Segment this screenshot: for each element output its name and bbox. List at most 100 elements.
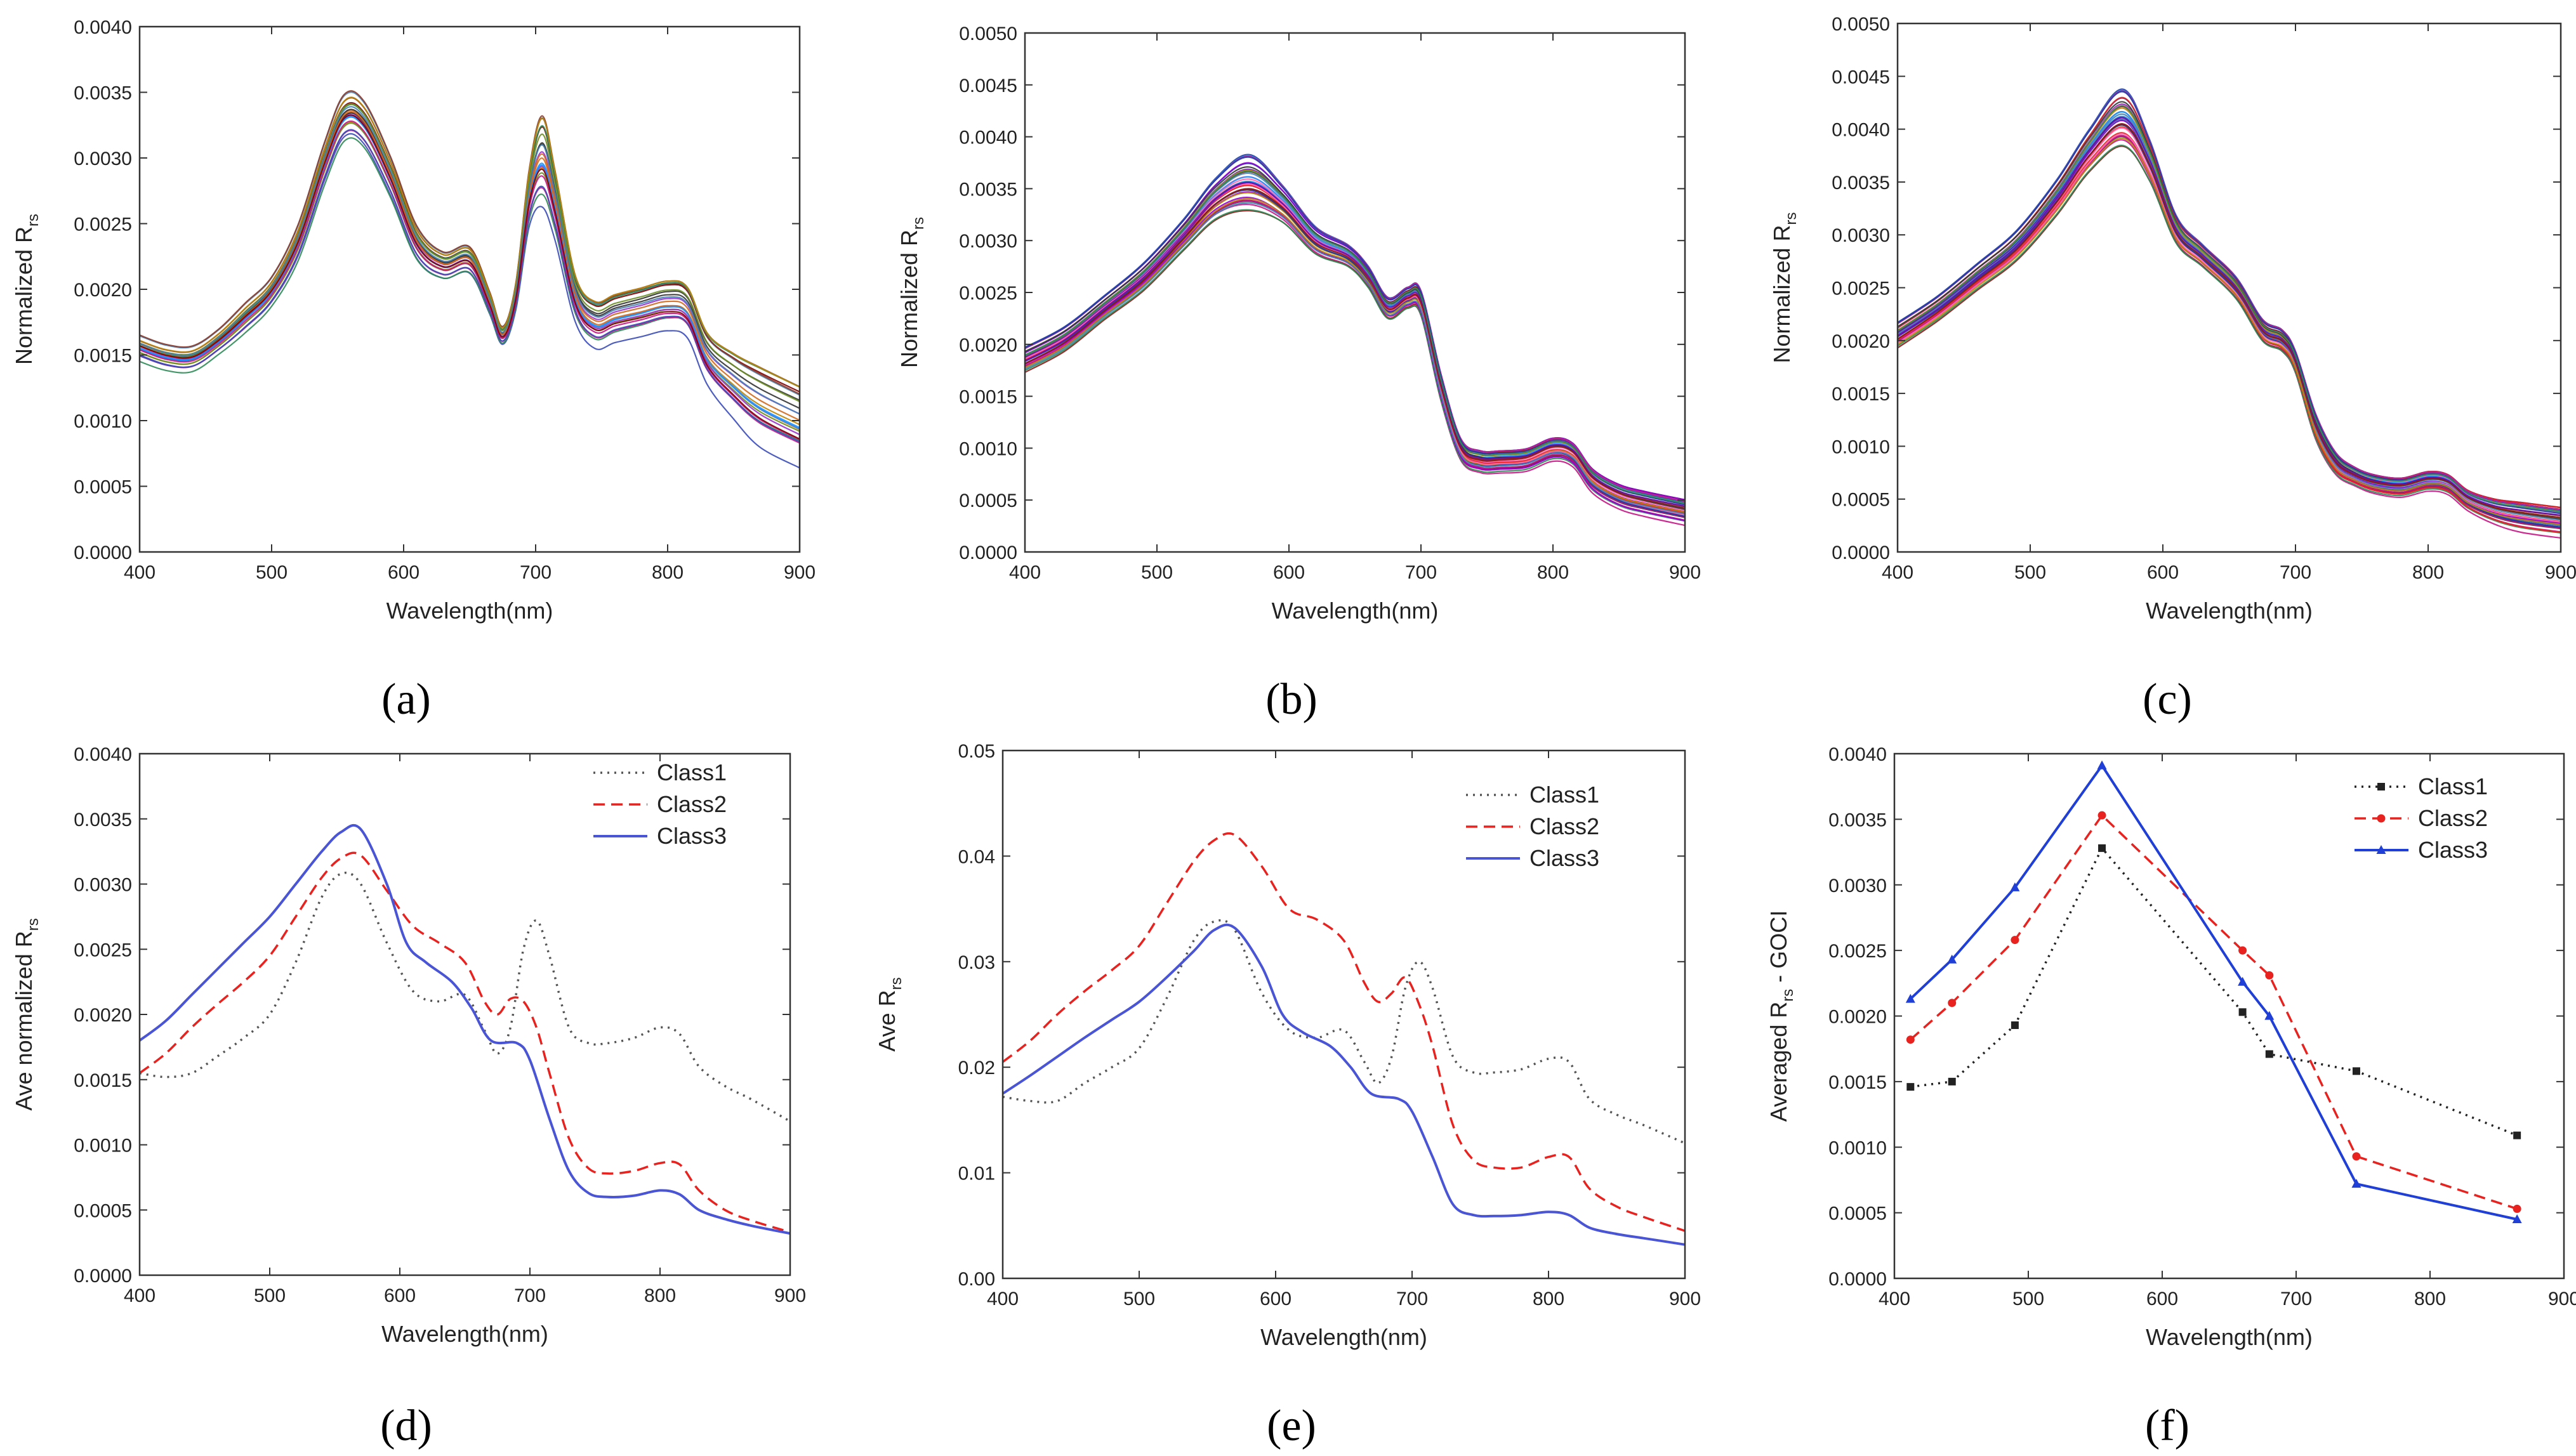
data-point-triangle	[2512, 1214, 2522, 1223]
x-tick-label: 700	[2280, 1289, 2312, 1309]
x-tick-label: 600	[1260, 1289, 1291, 1309]
spectrum-line	[1897, 135, 2561, 529]
y-tick-label: 0.0025	[1832, 279, 1890, 299]
spectrum-line	[1897, 119, 2561, 524]
y-tick-label: 0.0030	[1832, 225, 1890, 246]
spectrum-line	[1897, 105, 2561, 509]
data-point-triangle	[1905, 994, 1915, 1003]
spectrum-line	[139, 137, 800, 442]
spectrum-line	[1897, 119, 2561, 525]
spectrum-line	[1897, 117, 2561, 516]
x-tick-label: 700	[1396, 1289, 1428, 1309]
x-tick-label: 400	[1009, 562, 1041, 583]
y-tick-label: 0.0020	[74, 1005, 132, 1026]
spectrum-line	[139, 133, 800, 469]
spectrum-line	[1897, 145, 2561, 534]
panel-label-d: (d)	[380, 1401, 432, 1450]
x-tick-label: 900	[2548, 1289, 2576, 1309]
legend-label-class2: Class2	[657, 791, 727, 817]
spectrum-line	[1024, 197, 1686, 521]
x-tick-label: 600	[388, 562, 419, 583]
y-axis-label-sub: rs	[25, 214, 42, 226]
chart-panel-f: Class1 Class2 Class3 400 500 600 700 800 900 0.00…	[1766, 744, 2576, 1350]
y-tick-label: 0.04	[958, 846, 995, 867]
spectrum-line	[1897, 132, 2561, 534]
spectrum-line	[1024, 155, 1686, 503]
y-tick-label: 0.0025	[74, 940, 132, 961]
x-tick-label: 900	[2545, 562, 2576, 583]
x-tick-label: 500	[1123, 1289, 1155, 1309]
y-axis-label: Ave normalized Rrs	[11, 918, 42, 1110]
spectrum-line	[1897, 126, 2561, 523]
legend-label-class3: Class3	[1529, 845, 1599, 871]
spectrum-line	[1897, 89, 2561, 511]
spectrum-line	[1897, 103, 2561, 511]
x-tick-label: 800	[1533, 1289, 1564, 1309]
legend: Class1 Class2 Class3	[2355, 773, 2488, 863]
spectrum-line	[1897, 117, 2561, 528]
data-point-circle	[2265, 971, 2274, 980]
y-tick-label: 0.0050	[1832, 14, 1890, 35]
x-tick-label: 900	[1669, 562, 1701, 583]
spectrum-line	[1897, 119, 2561, 524]
y-tick-label: 0.0015	[959, 387, 1017, 408]
x-tick-label: 400	[124, 1285, 155, 1306]
legend-label-class3: Class3	[2418, 837, 2488, 863]
y-tick-label: 0.0040	[74, 17, 132, 38]
x-tick-label: 900	[784, 562, 816, 583]
x-tick-label: 600	[1273, 562, 1305, 583]
y-axis-label-main: Ave R	[874, 990, 900, 1051]
data-point-circle	[1906, 1035, 1915, 1044]
x-tick-label: 700	[2280, 562, 2311, 583]
y-tick-label: 0.02	[958, 1058, 995, 1079]
series-line-class1	[1910, 846, 2518, 1137]
data-point-square	[2011, 1021, 2019, 1029]
series-line-class3	[1909, 763, 2518, 1221]
x-axis-label: Wavelength(nm)	[1260, 1324, 1427, 1350]
spectrum-line	[1897, 104, 2561, 514]
spectrum-line	[139, 129, 800, 443]
y-tick-label: 0.0020	[1828, 1007, 1887, 1028]
x-axis-label: Wavelength(nm)	[2146, 1324, 2313, 1350]
series-line-class2	[1001, 832, 1686, 1232]
x-tick-label: 400	[1879, 1289, 1910, 1309]
y-tick-label: 0.0015	[1828, 1072, 1887, 1093]
y-axis-label-tail: - GOCI	[1766, 910, 1792, 989]
y-tick-label: 0.0005	[959, 490, 1017, 511]
y-axis-label-main: Ave normalized R	[11, 931, 37, 1110]
spectrum-line	[1897, 97, 2561, 508]
y-tick-label: 0.0030	[74, 148, 132, 169]
spectrum-line	[1024, 176, 1686, 508]
y-tick-label: 0.0000	[1832, 542, 1890, 563]
data-point-triangle	[2376, 845, 2386, 854]
spectrum-line	[1024, 173, 1686, 509]
spectrum-line	[1024, 154, 1686, 503]
y-axis-label-main: Normalized R	[1769, 225, 1795, 363]
y-tick-label: 0.0010	[959, 438, 1017, 459]
spectrum-line	[1897, 101, 2561, 520]
data-point-triangle	[1947, 954, 1957, 964]
plot-frame	[138, 25, 801, 553]
spectrum-line	[1897, 119, 2561, 527]
x-tick-label: 700	[514, 1285, 546, 1306]
y-tick-label: 0.0010	[74, 1136, 132, 1157]
y-tick-label: 0.0005	[74, 477, 132, 498]
plot-frame	[1001, 749, 1686, 1280]
x-tick-label: 600	[384, 1285, 416, 1306]
data-point-square	[1906, 1083, 1915, 1091]
chart-panel-b: 400 500 600 700 800 900 0.0000 0.0005 0.0010 0.00…	[896, 23, 1701, 624]
y-tick-label: 0.0050	[959, 23, 1017, 44]
chart-panel-a: 400 500 600 700 800 900 0.0000 0.0005 0.0010 0.00…	[11, 17, 816, 624]
y-tick-label: 0.0005	[1832, 490, 1890, 511]
legend-label-class1: Class1	[657, 759, 727, 785]
chart-panel-e: Class1 Class2 Class3 400 500 600 700 800 900 0.00…	[874, 741, 1701, 1350]
y-tick-label: 0.0020	[1832, 331, 1890, 352]
spectrum-line	[1897, 115, 2561, 519]
spectrum-line	[1024, 168, 1686, 502]
y-axis-label-sub: rs	[1780, 989, 1797, 1002]
data-point-square	[2238, 1008, 2247, 1016]
y-tick-label: 0.0045	[959, 75, 1017, 96]
x-tick-label: 600	[2147, 562, 2179, 583]
y-tick-label: 0.0020	[74, 280, 132, 301]
